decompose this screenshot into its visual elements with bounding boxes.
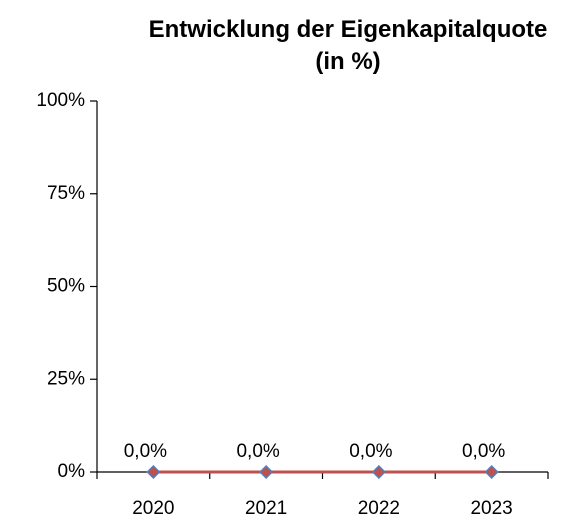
- y-tick-label: 25%: [47, 368, 85, 389]
- data-point: [371, 464, 386, 480]
- y-tick-label: 75%: [47, 183, 85, 204]
- data-label: 0,0%: [236, 441, 279, 462]
- x-tick-label: 2023: [470, 498, 512, 519]
- x-tick-label: 2020: [132, 498, 174, 519]
- data-point: [484, 464, 499, 480]
- y-tick-label: 0%: [58, 461, 86, 482]
- chart-title: Entwicklung der Eigenkapitalquote (in %): [148, 16, 548, 75]
- x-tick-label: 2021: [245, 498, 287, 519]
- x-tick-label: 2022: [358, 498, 400, 519]
- data-label: 0,0%: [349, 441, 392, 462]
- data-point: [259, 464, 274, 480]
- y-tick-label: 50%: [47, 276, 85, 297]
- data-label: 0,0%: [462, 441, 505, 462]
- data-label: 0,0%: [124, 441, 167, 462]
- y-tick-label: 100%: [36, 90, 85, 111]
- data-point: [146, 464, 161, 480]
